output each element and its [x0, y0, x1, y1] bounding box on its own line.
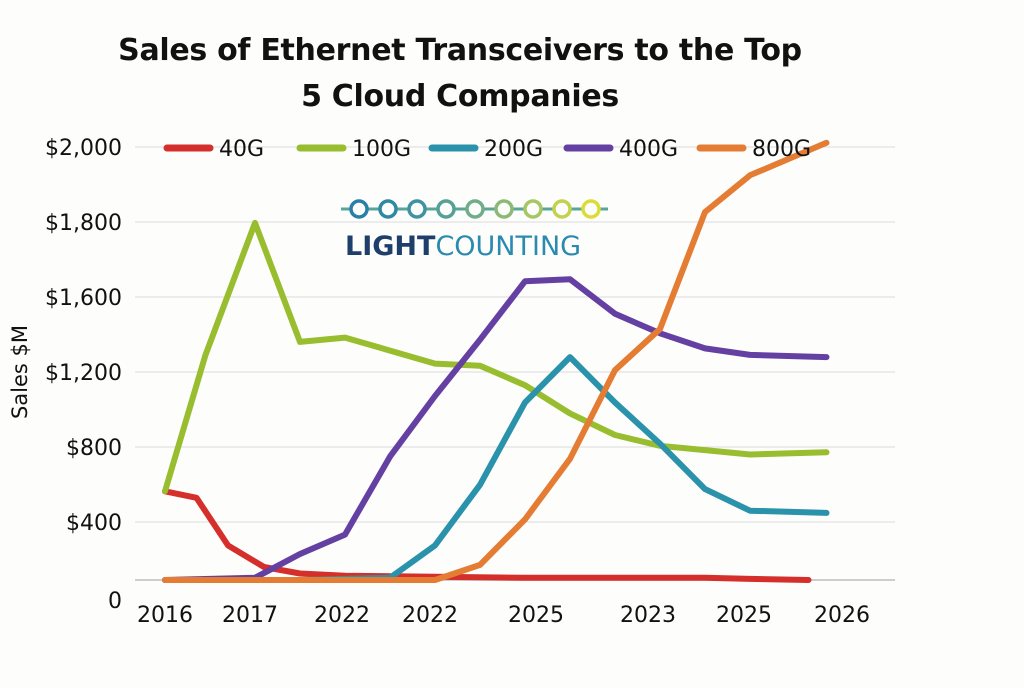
series-line-40g	[162, 488, 812, 583]
legend-label-400g: 400G	[619, 137, 678, 162]
x-tick-label: 2017	[222, 603, 278, 628]
y-tick-label: $2,000	[45, 136, 122, 161]
y-tick-label: $1,200	[45, 361, 122, 386]
x-tick-label: 2023	[620, 603, 676, 628]
series-line-400g	[162, 276, 830, 583]
chart-title-line1: Sales of Ethernet Transceivers to the To…	[118, 33, 802, 68]
logo-ring-icon	[436, 199, 456, 219]
legend-label-200g: 200G	[484, 137, 543, 162]
legend-label-100g: 100G	[352, 137, 411, 162]
x-tick-label: 2022	[314, 603, 370, 628]
legend-label-40g: 40G	[219, 137, 264, 162]
logo-ring-icon	[523, 199, 543, 219]
x-tick-label: 2016	[137, 603, 193, 628]
series-line-100g	[162, 219, 830, 495]
y-axis-label: Sales $M	[8, 325, 32, 419]
logo-ring-icon	[552, 199, 572, 219]
logo-ring-icon	[407, 199, 427, 219]
legend-label-800g: 800G	[752, 137, 811, 162]
logo-ring-icon	[494, 199, 514, 219]
x-tick-label: 2022	[402, 603, 458, 628]
y-tick-label: $1,800	[45, 211, 122, 236]
chart-title-line2: 5 Cloud Companies	[301, 79, 619, 114]
chart-title: Sales of Ethernet Transceivers to the To…	[60, 28, 860, 120]
logo-wordmark: LIGHTCOUNTING	[345, 231, 581, 262]
logo-ring-icon	[349, 199, 369, 219]
y-tick-label: 0	[108, 589, 122, 614]
y-tick-label: $1,600	[45, 286, 122, 311]
logo-word-counting: COUNTING	[435, 231, 581, 262]
y-tick-label: $800	[66, 436, 122, 461]
logo-ring-icon	[378, 199, 398, 219]
logo-ring-icon	[465, 199, 485, 219]
x-tick-label: 2025	[716, 603, 772, 628]
series-line-800g	[162, 139, 830, 583]
x-tick-label: 2025	[508, 603, 564, 628]
logo-word-light: LIGHT	[345, 231, 436, 262]
x-tick-label: 2026	[814, 603, 870, 628]
logo-ring-icon	[581, 199, 601, 219]
y-tick-label: $400	[66, 511, 122, 536]
